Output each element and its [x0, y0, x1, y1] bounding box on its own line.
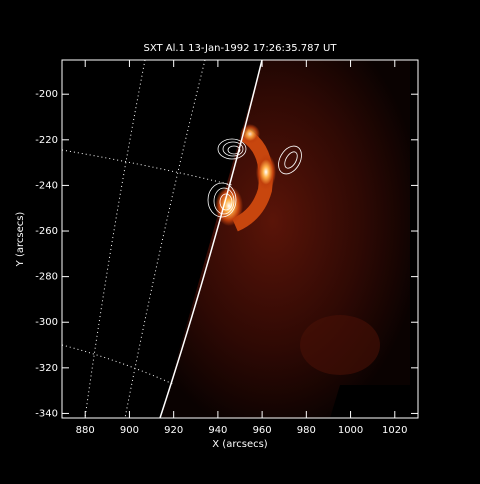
bright-kernel	[256, 154, 276, 190]
y-tick-label: -260	[35, 226, 58, 237]
y-tick-label: -300	[35, 317, 58, 328]
x-tick-label: 960	[253, 425, 272, 436]
y-tick-label: -340	[35, 408, 58, 419]
solar-limb	[159, 60, 263, 418]
plot-frame	[61, 59, 419, 419]
x-tick-label: 980	[297, 425, 316, 436]
y-tick-label: -320	[35, 363, 58, 374]
x-axis-label: X (arcsecs)	[212, 439, 268, 450]
x-tick-label: 900	[120, 425, 139, 436]
y-axis-label: Y (arcsecs)	[15, 212, 26, 268]
glow-patch	[300, 315, 380, 375]
loop	[231, 128, 273, 232]
x-tick-label: 920	[164, 425, 183, 436]
x-tick-label: 1000	[338, 425, 363, 436]
y-tick-label: -240	[35, 180, 58, 191]
y-tick-label: -280	[35, 272, 58, 283]
solar-image	[62, 60, 410, 418]
y-tick-label: -200	[35, 89, 58, 100]
x-tick-label: 1020	[382, 425, 407, 436]
x-tick-label: 880	[76, 425, 95, 436]
coordinate-grid	[62, 60, 233, 418]
x-tick-label: 940	[208, 425, 227, 436]
chart-title: SXT Al.1 13-Jan-1992 17:26:35.787 UT	[144, 43, 338, 54]
y-tick-label: -220	[35, 135, 58, 146]
contours	[207, 138, 302, 218]
